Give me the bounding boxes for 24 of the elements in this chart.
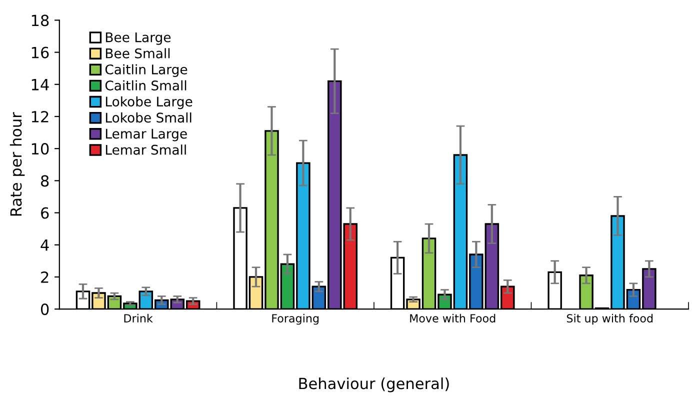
y-tick-label: 8 <box>41 175 49 187</box>
y-tick-label: 10 <box>32 143 49 155</box>
legend-label: Lemar Large <box>106 128 187 142</box>
y-tick-label: 12 <box>32 110 48 122</box>
legend-label: Bee Small <box>106 48 170 58</box>
legend-label: Lokobe Large <box>106 96 192 110</box>
y-tick-label: 2 <box>41 271 48 283</box>
x-tick-label: Foraging <box>272 314 319 325</box>
y-axis-title: Rate per hour <box>10 112 25 216</box>
y-tick-label: 0 <box>40 304 49 316</box>
y-tick-label: 4 <box>40 240 49 251</box>
x-tick-label: Move with Food <box>410 314 496 323</box>
y-tick-label: 16 <box>32 46 49 58</box>
y-tick-label: 6 <box>41 207 49 219</box>
x-axis-title: Behaviour (general) <box>299 377 449 392</box>
x-tick-label: Sit up with food <box>566 314 653 325</box>
y-tick-label: 18 <box>32 14 49 26</box>
y-tick-label: 14 <box>32 79 49 90</box>
legend-label: Bee Large <box>106 32 171 45</box>
x-tick-label: Drink <box>124 314 153 322</box>
legend-label: Caitlin Small <box>105 80 186 90</box>
legend-label: Lokobe Small <box>106 112 192 123</box>
legend-label: Lemar Small <box>106 144 186 155</box>
legend-label: Caitlin Large <box>105 64 188 77</box>
